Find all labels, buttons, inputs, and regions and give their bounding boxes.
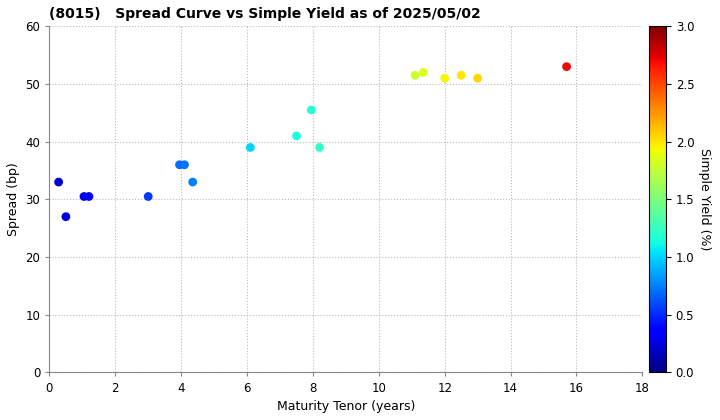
Point [409,72,420,79]
Point [439,75,451,81]
Point [174,161,185,168]
Point [418,69,429,76]
Point [314,144,325,151]
Point [472,75,483,81]
Point [291,133,302,139]
Y-axis label: Spread (bp): Spread (bp) [7,163,20,236]
Point [187,178,199,185]
Point [60,213,71,220]
Point [84,193,95,200]
Point [245,144,256,151]
Point [53,178,64,185]
Y-axis label: Simple Yield (%): Simple Yield (%) [698,148,711,251]
Point [305,107,317,113]
Point [143,193,154,200]
Point [561,63,572,70]
Text: (8015)   Spread Curve vs Simple Yield as of 2025/05/02: (8015) Spread Curve vs Simple Yield as o… [50,7,481,21]
X-axis label: Maturity Tenor (years): Maturity Tenor (years) [276,400,415,413]
Point [456,72,467,79]
Point [179,161,190,168]
Point [78,193,90,200]
